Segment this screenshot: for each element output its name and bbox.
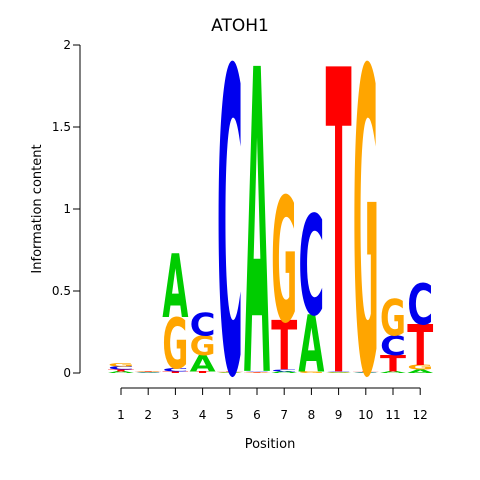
logo-letter-g: G bbox=[271, 162, 297, 361]
y-tick-label: 2 bbox=[63, 38, 71, 52]
x-tick-label: 7 bbox=[280, 408, 288, 422]
x-axis: 1 2 3 4 5 6 7 8 9 10 11 12 bbox=[117, 388, 428, 422]
y-tick-label: 1 bbox=[63, 202, 71, 216]
x-tick-label: 12 bbox=[413, 408, 428, 422]
x-tick-label: 1 bbox=[117, 408, 125, 422]
logo-letter-a: A bbox=[162, 235, 188, 338]
logo-letter-t: T bbox=[135, 371, 162, 372]
y-tick-label: 0.5 bbox=[52, 284, 71, 298]
x-axis-title: Position bbox=[245, 437, 296, 452]
y-axis: 0 0.5 1 1.5 2 bbox=[52, 38, 80, 380]
y-axis-title: Information content bbox=[30, 144, 45, 273]
logo-letter-g: G bbox=[380, 289, 406, 347]
x-tick-label: 2 bbox=[144, 408, 152, 422]
y-tick-label: 0 bbox=[63, 366, 71, 380]
x-tick-label: 3 bbox=[172, 408, 180, 422]
x-tick-label: 4 bbox=[199, 408, 207, 422]
logo-letter-c: C bbox=[407, 272, 433, 338]
x-tick-label: 8 bbox=[308, 408, 316, 422]
logo-letter-c: C bbox=[298, 187, 324, 347]
logo-letter-c: C bbox=[217, 0, 243, 471]
logo-letter-t: T bbox=[326, 0, 352, 471]
y-tick-label: 1.5 bbox=[52, 120, 71, 134]
logo-letter-a: A bbox=[244, 0, 270, 471]
x-tick-label: 11 bbox=[385, 408, 400, 422]
logo-letter-g: G bbox=[353, 0, 379, 470]
logo-letter-c: C bbox=[190, 306, 216, 343]
logo-letter-g: G bbox=[108, 362, 134, 367]
